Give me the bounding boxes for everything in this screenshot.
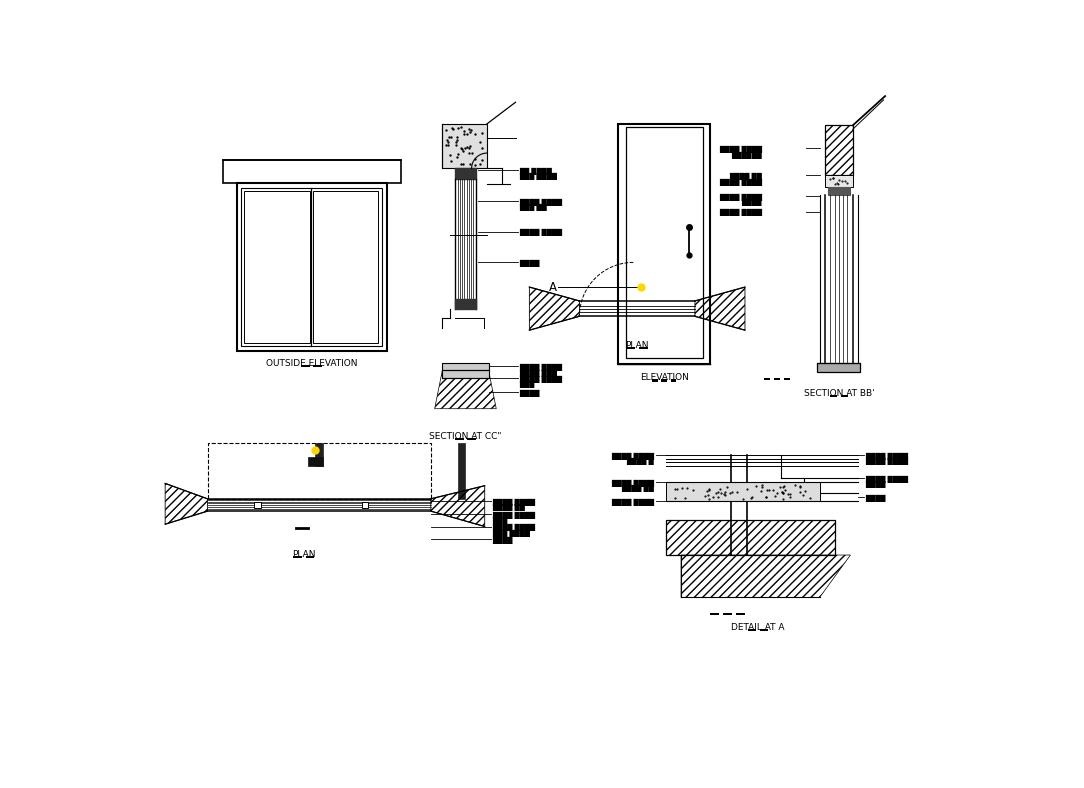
Bar xyxy=(825,125,853,176)
Bar xyxy=(640,348,647,349)
Text: ████ ██: ████ ██ xyxy=(730,173,762,180)
Bar xyxy=(618,124,710,364)
Text: ████ ████: ████ ████ xyxy=(719,210,762,217)
Bar xyxy=(301,365,310,367)
Text: ████ ████: ████ ████ xyxy=(519,376,563,383)
Text: ████ ████: ████ ████ xyxy=(719,179,762,186)
Text: ████ ████: ████ ████ xyxy=(519,199,563,206)
Bar xyxy=(313,365,322,367)
Bar xyxy=(442,362,489,378)
Bar xyxy=(748,629,757,631)
Text: PLAN: PLAN xyxy=(292,550,315,559)
Text: ████ ████: ████ ████ xyxy=(492,512,535,519)
Bar xyxy=(710,613,719,615)
Bar xyxy=(653,380,658,381)
Text: ███: ███ xyxy=(519,381,534,388)
Bar xyxy=(255,502,260,508)
Text: ████: ████ xyxy=(519,389,540,396)
Bar xyxy=(223,160,401,183)
Text: ████ ████: ████ ████ xyxy=(719,146,762,154)
Bar xyxy=(764,378,771,381)
Bar xyxy=(315,444,323,466)
Bar xyxy=(306,556,314,558)
Bar xyxy=(774,378,780,381)
Bar xyxy=(841,395,848,397)
Text: ████: ████ xyxy=(865,481,886,489)
Bar xyxy=(236,183,387,351)
Bar xyxy=(671,380,676,381)
Bar xyxy=(362,502,369,508)
Bar xyxy=(454,169,476,179)
Text: ████ █: ████ █ xyxy=(627,458,654,465)
Text: ████: ████ xyxy=(519,260,540,267)
Bar xyxy=(736,613,745,615)
Text: ███ ████: ███ ████ xyxy=(519,173,557,180)
Text: ███ ████: ███ ████ xyxy=(492,530,530,537)
Bar xyxy=(207,444,430,499)
Bar xyxy=(457,444,465,499)
Text: A: A xyxy=(549,281,556,294)
Text: OUTSIDE ELEVATION: OUTSIDE ELEVATION xyxy=(266,359,358,368)
Text: ███: ███ xyxy=(492,517,507,525)
Text: ████ ████: ████ ████ xyxy=(719,194,762,201)
Text: ████ ████: ████ ████ xyxy=(611,480,654,487)
Bar xyxy=(245,191,310,344)
Bar xyxy=(817,362,861,372)
Bar xyxy=(784,378,790,381)
Text: ████: ████ xyxy=(741,199,762,206)
Text: PLAN: PLAN xyxy=(625,341,649,350)
Bar xyxy=(666,482,820,501)
Text: ████ ███: ████ ███ xyxy=(519,370,557,377)
Bar xyxy=(666,520,835,555)
Text: ████ ████: ████ ████ xyxy=(492,524,535,531)
Bar xyxy=(760,629,769,631)
Text: SECTION AT CC": SECTION AT CC" xyxy=(429,432,502,440)
Text: ███ ██: ███ ██ xyxy=(519,204,547,211)
Text: ████ ██: ████ ██ xyxy=(492,504,526,511)
Text: ████: ████ xyxy=(865,495,886,502)
Bar xyxy=(294,556,301,558)
Bar xyxy=(723,613,732,615)
Text: ████ ████: ████ ████ xyxy=(611,499,654,506)
Bar xyxy=(242,188,383,347)
Bar xyxy=(455,438,464,440)
Bar xyxy=(661,380,667,381)
Text: ████ ████: ████ ████ xyxy=(492,499,535,506)
Bar xyxy=(454,299,476,309)
Text: ████ ████: ████ ████ xyxy=(519,229,563,236)
Bar xyxy=(830,395,837,397)
Text: ████ ████: ████ ████ xyxy=(865,476,908,483)
Bar xyxy=(308,457,323,466)
Text: ████ ████: ████ ████ xyxy=(865,452,908,459)
Text: ELEVATION: ELEVATION xyxy=(640,374,688,382)
Bar xyxy=(467,438,476,440)
Text: DETAIL AT A: DETAIL AT A xyxy=(732,623,785,632)
Bar xyxy=(442,124,487,169)
Bar xyxy=(625,127,702,358)
Bar xyxy=(313,191,378,344)
Text: ██████: ██████ xyxy=(732,151,762,158)
Text: ████ ████: ████ ████ xyxy=(865,458,908,465)
Text: ████: ████ xyxy=(492,537,513,544)
Text: SECTION AT BB': SECTION AT BB' xyxy=(803,388,874,398)
Bar xyxy=(825,176,853,187)
Text: ████ ██: ████ ██ xyxy=(621,485,654,492)
Text: ██ ████: ██ ████ xyxy=(519,168,552,175)
Bar xyxy=(828,187,850,195)
Bar xyxy=(627,348,635,349)
Text: ████ ████: ████ ████ xyxy=(611,452,654,459)
Text: ████ ████: ████ ████ xyxy=(519,364,563,371)
